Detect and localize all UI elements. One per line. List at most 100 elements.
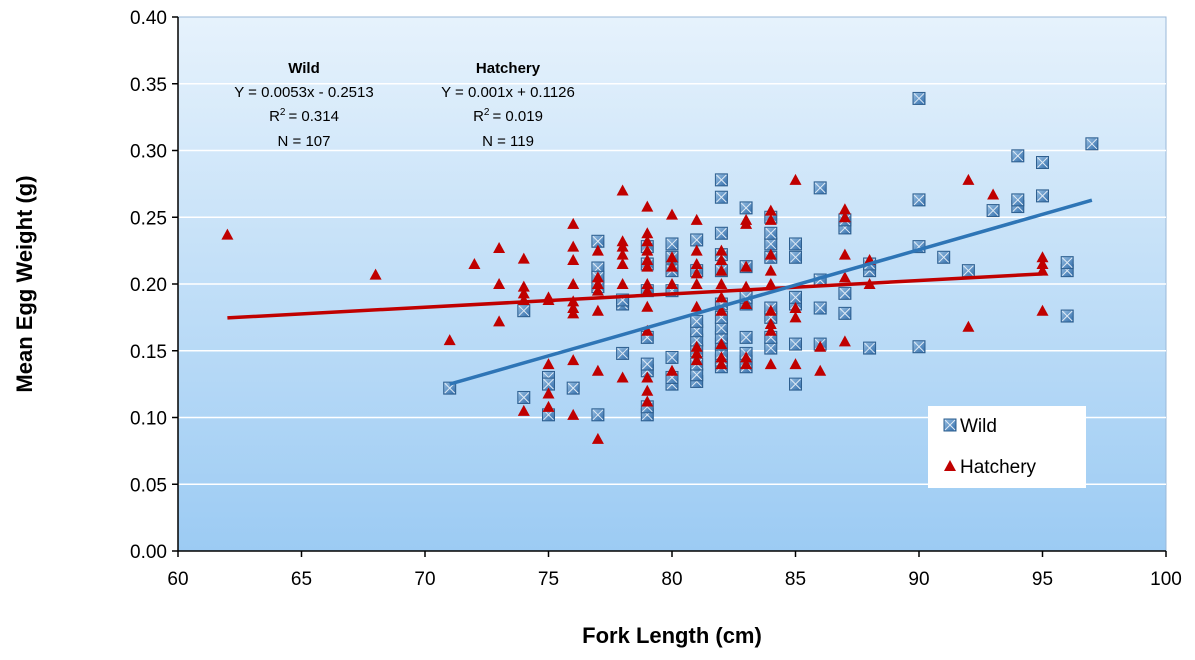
hatchery-point — [764, 358, 777, 370]
legend-hatchery-marker-icon — [944, 460, 956, 471]
wild-point — [912, 193, 926, 207]
hatchery-point — [542, 400, 555, 412]
hatchery-point — [641, 395, 654, 407]
wild-point — [517, 390, 531, 404]
hatchery-point — [641, 384, 654, 396]
hatchery-point — [616, 248, 629, 260]
wild-point — [1060, 309, 1074, 323]
wild-point — [714, 173, 728, 187]
hatchery-point — [789, 311, 802, 323]
hatchery-point — [468, 257, 481, 269]
hatchery-point — [591, 304, 604, 316]
hatchery-point — [764, 213, 777, 225]
wild-point — [542, 377, 555, 391]
hatchery-point — [641, 278, 654, 289]
hatchery-point — [591, 278, 604, 289]
hatchery-point — [690, 354, 703, 366]
hatchery-point — [616, 235, 629, 247]
wild-point — [714, 226, 728, 240]
hatchery-point — [641, 227, 654, 239]
wild-point — [912, 91, 926, 105]
x-tick-label: 75 — [538, 569, 559, 590]
wild-point — [1085, 137, 1099, 151]
hatchery-point — [789, 302, 802, 314]
hatchery-point — [740, 260, 753, 272]
hatchery-point — [591, 432, 604, 444]
hatchery-point — [838, 335, 851, 347]
annotation-wild-r2: R2 = 0.314 — [269, 107, 339, 125]
hatchery-point — [567, 302, 580, 314]
wild-point — [1036, 189, 1049, 203]
hatchery-point — [715, 278, 728, 289]
hatchery-point — [591, 284, 604, 296]
trendlines — [227, 198, 1093, 386]
wild-point — [789, 237, 802, 251]
hatchery-point — [641, 324, 654, 336]
wild-point — [764, 341, 778, 355]
wild-point — [591, 408, 605, 422]
hatchery-point — [542, 358, 555, 370]
wild-point — [591, 234, 605, 248]
hatchery-point — [567, 408, 580, 420]
annotation-hatchery-equation: Y = 0.001x + 0.1126 — [441, 84, 575, 101]
hatchery-point — [690, 267, 703, 279]
hatchery-point — [443, 334, 456, 346]
hatchery-point — [641, 300, 654, 312]
wild-point — [690, 314, 704, 328]
hatchery-point — [789, 173, 802, 185]
hatchery-point — [221, 228, 234, 240]
wild-point — [863, 341, 877, 355]
annotation-hatchery-r2: R2 = 0.019 — [473, 107, 543, 125]
hatchery-point — [567, 278, 580, 289]
annotation-wild: Wild Y = 0.0053x - 0.2513 R2 = 0.314 N = … — [234, 60, 373, 150]
hatchery-point — [666, 260, 678, 272]
x-tick-label: 80 — [661, 569, 682, 590]
x-axis-title: Fork Length (cm) — [582, 623, 762, 648]
hatchery-point — [715, 304, 728, 316]
wild-point — [739, 201, 753, 215]
wild-point — [813, 181, 827, 195]
hatchery-point — [962, 173, 975, 185]
hatchery-point — [740, 298, 753, 310]
hatchery-point — [740, 351, 753, 363]
hatchery-point — [690, 300, 703, 312]
hatchery-point — [591, 271, 604, 283]
annotation-wild-equation: Y = 0.0053x - 0.2513 — [234, 84, 373, 101]
wild-point — [764, 226, 778, 240]
annotation-hatchery-n: N = 119 — [482, 133, 534, 150]
hatchery-point — [542, 387, 555, 399]
wild-point — [517, 304, 531, 318]
hatchery-point — [764, 248, 777, 260]
hatchery-point — [715, 358, 728, 370]
y-tick-label: 0.35 — [130, 75, 167, 96]
hatchery-point — [715, 264, 728, 276]
hatchery-point — [493, 315, 506, 327]
legend: Wild Hatchery — [928, 406, 1086, 488]
hatchery-point — [517, 404, 530, 416]
wild-point — [1011, 149, 1025, 163]
hatchery-point — [764, 278, 777, 289]
y-tick-label: 0.00 — [130, 542, 167, 563]
wild-point — [789, 377, 802, 391]
hatchery-point — [838, 203, 851, 215]
annotation-wild-title: Wild — [288, 60, 320, 77]
hatchery-point — [616, 184, 629, 196]
wild-point — [1036, 156, 1049, 170]
x-tick-label: 100 — [1150, 569, 1182, 590]
wild-point — [665, 350, 679, 364]
hatchery-point — [641, 235, 654, 247]
hatchery-point — [838, 271, 851, 283]
hatchery-point — [764, 264, 777, 276]
wild-point — [690, 233, 704, 247]
hatchery-point — [567, 253, 580, 265]
x-tick-labels: 60 65 70 75 80 85 90 95 100 — [167, 569, 1181, 590]
hatchery-point — [1036, 251, 1049, 263]
legend-wild-label: Wild — [960, 416, 997, 437]
legend-hatchery-label: Hatchery — [960, 457, 1037, 478]
axes — [172, 16, 1167, 557]
hatchery-point — [764, 304, 777, 316]
wild-point — [789, 337, 802, 351]
hatchery-point — [962, 320, 975, 332]
wild-point — [616, 346, 630, 360]
wild-point — [1011, 193, 1025, 207]
